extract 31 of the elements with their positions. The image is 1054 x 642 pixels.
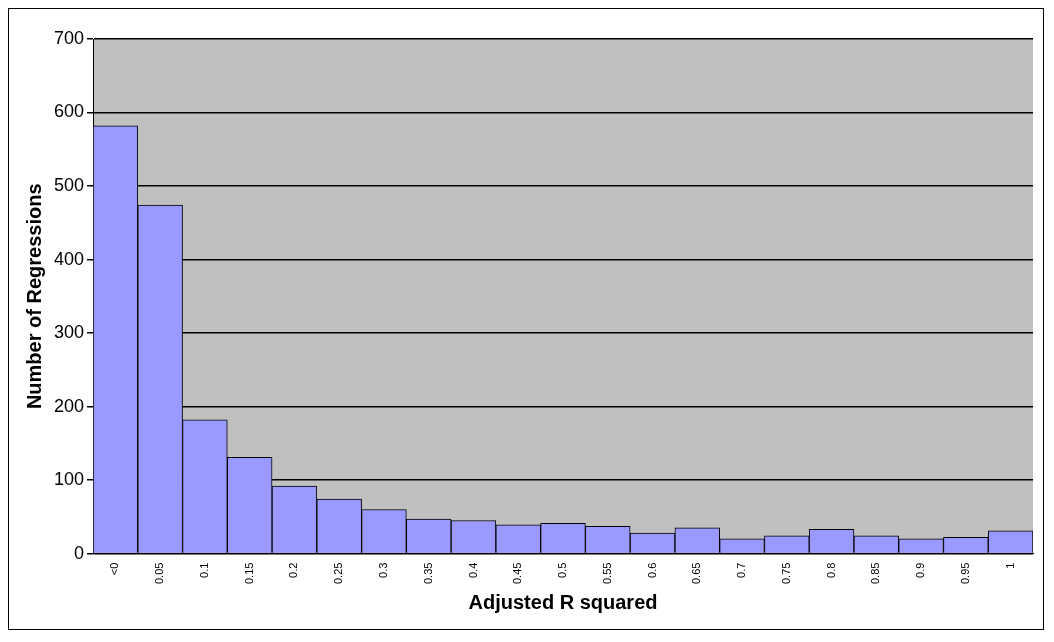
- x-tick-label: 0.6: [645, 562, 658, 578]
- x-tick-label: 0.8: [824, 562, 837, 578]
- x-tick-label: 0.5: [556, 562, 569, 578]
- x-tick-label: 0.05: [153, 562, 166, 585]
- y-tick-label: 100: [53, 469, 85, 490]
- y-axis-title: Number of Regressions: [22, 183, 45, 410]
- y-tick-label: 400: [53, 248, 85, 269]
- y-tick-label: 600: [53, 101, 85, 122]
- x-tick-label: 0.4: [466, 562, 479, 578]
- x-tick-label: 0.7: [735, 562, 748, 578]
- x-tick-label: 0.15: [242, 562, 255, 585]
- x-tick-label: 0.25: [332, 562, 345, 585]
- x-tick-label: 0.65: [690, 562, 703, 585]
- x-tick-label: 0.55: [600, 562, 613, 585]
- x-tick-label: 0.3: [377, 562, 390, 578]
- x-axis-title: Adjusted R squared: [468, 590, 658, 613]
- x-tick-label: 0.2: [287, 562, 300, 578]
- x-tick-label: 0.9: [914, 562, 927, 578]
- y-tick-label: 500: [53, 174, 85, 195]
- x-tick-label: 1: [1003, 562, 1016, 569]
- x-tick-label: 0.1: [197, 562, 210, 578]
- x-tick-label: 0.95: [958, 562, 971, 585]
- x-tick-label: 0.45: [511, 562, 524, 585]
- x-tick-label: 0.35: [421, 562, 434, 585]
- y-tick-label: 200: [53, 395, 85, 416]
- x-tick-label: 0.85: [869, 562, 882, 585]
- y-tick-label: 0: [74, 542, 85, 563]
- y-tick-label: 700: [53, 27, 85, 48]
- x-tick-label: <0: [108, 562, 121, 576]
- x-tick-label: 0.75: [779, 562, 792, 585]
- y-tick-label: 300: [53, 322, 85, 343]
